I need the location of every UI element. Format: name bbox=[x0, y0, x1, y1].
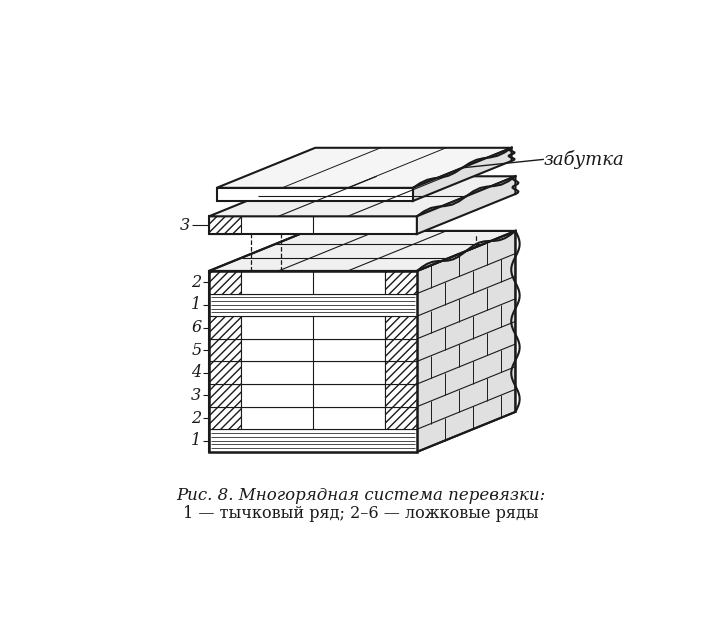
Text: 6: 6 bbox=[191, 319, 201, 336]
Bar bbox=[241, 339, 385, 361]
Bar bbox=[385, 361, 417, 384]
Bar bbox=[385, 384, 417, 407]
Bar bbox=[385, 339, 417, 361]
Bar bbox=[217, 188, 413, 201]
Text: 1: 1 bbox=[191, 297, 201, 313]
Text: забутка: забутка bbox=[544, 150, 625, 169]
Bar bbox=[209, 339, 241, 361]
Bar bbox=[209, 271, 241, 294]
Polygon shape bbox=[209, 176, 515, 216]
Bar bbox=[209, 339, 241, 361]
Bar bbox=[385, 407, 417, 429]
Bar bbox=[385, 384, 417, 407]
Bar bbox=[209, 429, 417, 452]
Bar bbox=[385, 361, 417, 384]
Bar bbox=[209, 294, 417, 316]
Bar bbox=[209, 316, 241, 339]
Bar bbox=[209, 216, 241, 234]
Bar bbox=[241, 384, 385, 407]
Text: 4: 4 bbox=[191, 364, 201, 381]
Bar bbox=[241, 271, 385, 294]
Polygon shape bbox=[413, 148, 512, 201]
Bar bbox=[241, 407, 385, 429]
Bar bbox=[385, 339, 417, 361]
Bar bbox=[209, 407, 241, 429]
Bar bbox=[385, 316, 417, 339]
Text: 1 — тычковый ряд; 2–6 — ложковые ряды: 1 — тычковый ряд; 2–6 — ложковые ряды bbox=[183, 505, 538, 522]
Polygon shape bbox=[209, 231, 515, 271]
Text: 3: 3 bbox=[191, 387, 201, 404]
Bar bbox=[385, 271, 417, 294]
Bar bbox=[241, 316, 385, 339]
Text: 1: 1 bbox=[191, 432, 201, 449]
Bar bbox=[385, 407, 417, 429]
Polygon shape bbox=[417, 176, 515, 234]
Bar bbox=[209, 384, 241, 407]
Text: 2: 2 bbox=[191, 409, 201, 427]
Bar bbox=[209, 271, 241, 294]
Text: Рис. 8. Многорядная система перевязки:: Рис. 8. Многорядная система перевязки: bbox=[176, 486, 546, 504]
Bar bbox=[385, 271, 417, 294]
Text: 5: 5 bbox=[191, 341, 201, 359]
Bar bbox=[209, 216, 417, 234]
Polygon shape bbox=[417, 231, 515, 452]
Bar bbox=[241, 361, 385, 384]
Text: 3: 3 bbox=[179, 216, 190, 234]
Bar bbox=[209, 316, 241, 339]
Polygon shape bbox=[217, 148, 512, 188]
Bar bbox=[209, 271, 417, 452]
Bar bbox=[209, 271, 417, 452]
Bar bbox=[209, 384, 241, 407]
Bar bbox=[209, 407, 241, 429]
Bar bbox=[385, 316, 417, 339]
Text: 2: 2 bbox=[191, 274, 201, 291]
Bar bbox=[209, 361, 241, 384]
Bar bbox=[209, 361, 241, 384]
